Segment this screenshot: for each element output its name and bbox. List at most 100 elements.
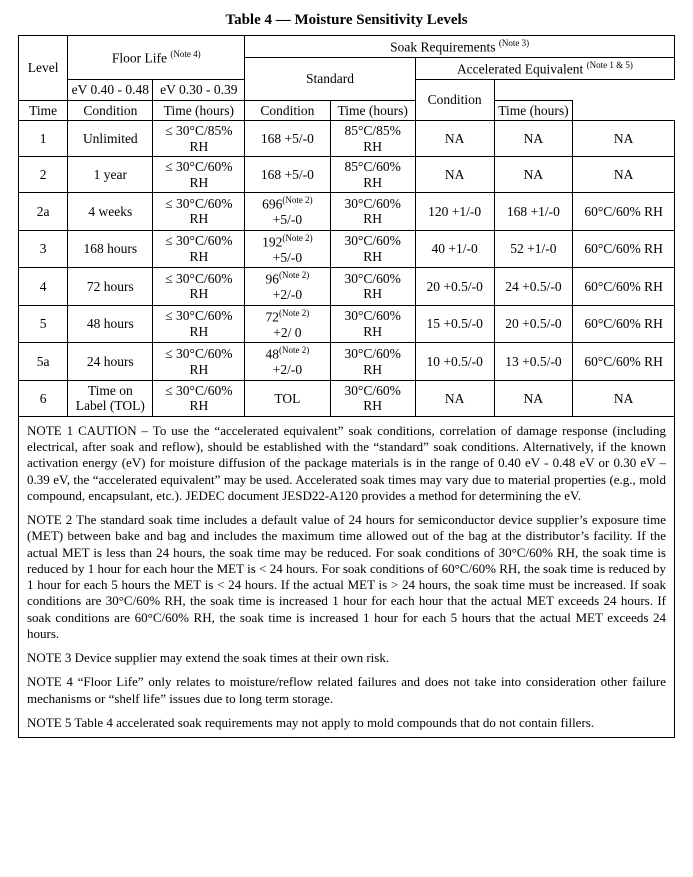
cell-level: 5 [19,305,68,343]
cell-std-cond: 85°C/85% RH [330,121,415,157]
cell-ev1: NA [415,157,494,193]
hdr-floorlife: Floor Life (Note 4) [68,36,245,80]
cell-acc-cond: 60°C/60% RH [573,305,675,343]
cell-std-cond: 30°C/60% RH [330,193,415,231]
hdr-standard: Standard [245,58,416,101]
cell-fl-cond: ≤ 30°C/60% RH [153,380,245,416]
cell-std-cond: 30°C/60% RH [330,268,415,306]
cell-fl-cond: ≤ 30°C/60% RH [153,343,245,381]
hdr-accel-text: Accelerated Equivalent [457,62,587,77]
table-row: 6Time on Label (TOL)≤ 30°C/60% RHTOL30°C… [19,380,675,416]
cell-ev2: 168 +1/-0 [494,193,573,231]
hdr-acc-cond: Condition [415,80,494,121]
cell-std-time: 168 +5/-0 [245,157,330,193]
hdr-floorlife-text: Floor Life [112,51,171,66]
hdr-fl-time: Time [19,100,68,121]
cell-std-time: 96(Note 2)+2/-0 [245,268,330,306]
table-row: 21 year≤ 30°C/60% RH168 +5/-085°C/60% RH… [19,157,675,193]
table-row: 472 hours≤ 30°C/60% RH96(Note 2)+2/-030°… [19,268,675,306]
hdr-std-cond: Condition [245,100,330,121]
cell-std-time: 696(Note 2)+5/-0 [245,193,330,231]
cell-std-time: 168 +5/-0 [245,121,330,157]
note-4: NOTE 4 “Floor Life” only relates to mois… [27,674,666,707]
cell-fl-time: 24 hours [68,343,153,381]
note-3: NOTE 3 Device supplier may extend the so… [27,650,666,666]
cell-ev2: NA [494,121,573,157]
hdr-fl-cond: Condition [68,100,153,121]
note-1: NOTE 1 CAUTION – To use the “accelerated… [27,423,666,504]
cell-ev1: 120 +1/-0 [415,193,494,231]
cell-fl-cond: ≤ 30°C/85% RH [153,121,245,157]
cell-fl-time: 72 hours [68,268,153,306]
cell-ev1: 10 +0.5/-0 [415,343,494,381]
notes-cell: NOTE 1 CAUTION – To use the “accelerated… [19,416,675,737]
hdr-ev2-time: Time (hours) [494,100,573,121]
cell-acc-cond: NA [573,121,675,157]
cell-fl-time: 4 weeks [68,193,153,231]
note-5: NOTE 5 Table 4 accelerated soak requirem… [27,715,666,731]
cell-fl-time: Time on Label (TOL) [68,380,153,416]
hdr-floorlife-note: (Note 4) [170,49,200,59]
hdr-level: Level [19,36,68,101]
hdr-soak-note: (Note 3) [499,38,529,48]
cell-acc-cond: 60°C/60% RH [573,230,675,268]
hdr-ev2: eV 0.30 - 0.39 [153,80,245,101]
cell-std-time: TOL [245,380,330,416]
cell-level: 4 [19,268,68,306]
table-row: 2a4 weeks≤ 30°C/60% RH696(Note 2)+5/-030… [19,193,675,231]
cell-ev1: NA [415,380,494,416]
cell-acc-cond: 60°C/60% RH [573,268,675,306]
table-row: 5a24 hours≤ 30°C/60% RH48(Note 2)+2/-030… [19,343,675,381]
cell-std-cond: 30°C/60% RH [330,380,415,416]
cell-fl-cond: ≤ 30°C/60% RH [153,268,245,306]
cell-std-cond: 30°C/60% RH [330,305,415,343]
cell-std-cond: 30°C/60% RH [330,230,415,268]
cell-fl-time: 1 year [68,157,153,193]
cell-ev2: 24 +0.5/-0 [494,268,573,306]
cell-ev2: NA [494,380,573,416]
cell-ev2: 52 +1/-0 [494,230,573,268]
cell-fl-cond: ≤ 30°C/60% RH [153,157,245,193]
cell-ev2: 13 +0.5/-0 [494,343,573,381]
cell-level: 5a [19,343,68,381]
hdr-accel: Accelerated Equivalent (Note 1 & 5) [415,58,674,80]
cell-ev1: 40 +1/-0 [415,230,494,268]
hdr-accel-note: (Note 1 & 5) [587,60,633,70]
cell-ev2: NA [494,157,573,193]
table-title: Table 4 — Moisture Sensitivity Levels [18,12,675,29]
table-row: 3168 hours≤ 30°C/60% RH192(Note 2)+5/-03… [19,230,675,268]
msl-table: Level Floor Life (Note 4) Soak Requireme… [18,35,675,738]
cell-ev1: 20 +0.5/-0 [415,268,494,306]
cell-level: 6 [19,380,68,416]
cell-ev1: NA [415,121,494,157]
cell-ev1: 15 +0.5/-0 [415,305,494,343]
cell-level: 2a [19,193,68,231]
table-row: 1Unlimited≤ 30°C/85% RH168 +5/-085°C/85%… [19,121,675,157]
hdr-ev1: eV 0.40 - 0.48 [68,80,153,101]
cell-std-cond: 85°C/60% RH [330,157,415,193]
cell-acc-cond: 60°C/60% RH [573,193,675,231]
note-2: NOTE 2 The standard soak time includes a… [27,512,666,642]
hdr-soak-text: Soak Requirements [390,40,499,55]
cell-level: 2 [19,157,68,193]
hdr-ev1-time: Time (hours) [330,100,415,121]
cell-fl-time: 168 hours [68,230,153,268]
hdr-std-time: Time (hours) [153,100,245,121]
cell-std-time: 72(Note 2)+2/ 0 [245,305,330,343]
hdr-soak: Soak Requirements (Note 3) [245,36,675,58]
cell-fl-cond: ≤ 30°C/60% RH [153,305,245,343]
cell-std-time: 192(Note 2)+5/-0 [245,230,330,268]
cell-acc-cond: 60°C/60% RH [573,343,675,381]
cell-ev2: 20 +0.5/-0 [494,305,573,343]
cell-acc-cond: NA [573,380,675,416]
cell-acc-cond: NA [573,157,675,193]
cell-std-time: 48(Note 2)+2/-0 [245,343,330,381]
cell-level: 3 [19,230,68,268]
cell-level: 1 [19,121,68,157]
cell-fl-cond: ≤ 30°C/60% RH [153,230,245,268]
cell-fl-time: Unlimited [68,121,153,157]
cell-fl-time: 48 hours [68,305,153,343]
cell-fl-cond: ≤ 30°C/60% RH [153,193,245,231]
cell-std-cond: 30°C/60% RH [330,343,415,381]
table-row: 548 hours≤ 30°C/60% RH72(Note 2)+2/ 030°… [19,305,675,343]
